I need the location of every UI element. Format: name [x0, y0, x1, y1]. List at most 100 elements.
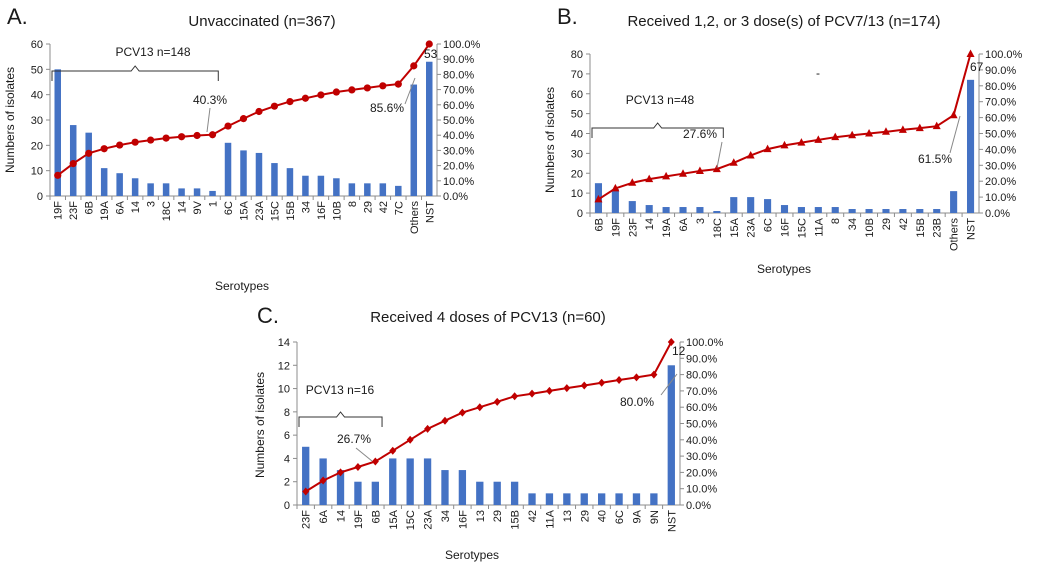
x-tick-label: 34 — [847, 218, 859, 230]
chart-panel-a: A. Unvaccinated (n=367) 0 10 20 30 40 50 60 0.0% 1… — [3, 4, 481, 293]
y2-tick-label: 80.0% — [985, 81, 1016, 93]
bar — [116, 173, 123, 196]
bar — [54, 69, 61, 196]
cumulative-point — [348, 86, 356, 94]
cumulative-point — [441, 416, 449, 425]
y-tick-label: 70 — [571, 69, 583, 81]
cumulative-point — [662, 171, 671, 180]
y-tick-label: 0 — [577, 208, 583, 220]
bar — [650, 493, 658, 505]
x-tick-label: 15C — [269, 201, 281, 221]
x-tick-label: 23F — [68, 201, 80, 220]
cumulative-point — [85, 149, 93, 157]
bar — [441, 470, 449, 505]
cumulative-line — [305, 341, 673, 493]
x-tick-label: 16F — [780, 218, 792, 237]
x-tick-label: 15A — [239, 200, 251, 220]
cumulative-point — [425, 40, 433, 48]
cumulative-point — [476, 403, 484, 412]
cumulative-point — [949, 110, 958, 119]
bar — [348, 183, 356, 196]
cumulative-point — [208, 131, 217, 139]
x-tick-label: 9A — [631, 509, 643, 523]
y2-tick-label: 20.0% — [443, 161, 474, 173]
y2-tick-label: 0.0% — [686, 500, 711, 512]
x-tick-label: 19A — [99, 200, 111, 220]
cumulative-point — [797, 138, 806, 146]
bar — [747, 197, 755, 213]
x-tick-label: 23B — [932, 218, 944, 238]
cumulative-point — [679, 169, 688, 177]
cumulative-pct-callout: 61.5% — [918, 152, 952, 166]
x-tick-label: 10B — [331, 201, 343, 221]
cumulative-pct-callout: 85.6% — [370, 101, 404, 115]
bar — [730, 197, 738, 213]
bar — [966, 79, 975, 214]
x-tick-label: 23A — [254, 200, 266, 220]
y2-tick-label: 0.0% — [443, 191, 468, 203]
bar — [493, 481, 501, 505]
cumulative-point — [371, 457, 379, 466]
stray-mark: - — [816, 66, 820, 80]
x-tick-label: 3 — [146, 201, 158, 207]
y2-tick-label: 0.0% — [985, 208, 1010, 220]
x-tick-label: 9V — [192, 200, 204, 214]
x-tick-label: 23F — [301, 510, 313, 529]
bar — [302, 446, 310, 505]
bar — [333, 178, 340, 196]
y2-tick-label: 40.0% — [686, 435, 717, 447]
bar — [814, 207, 822, 213]
bar — [662, 207, 670, 213]
bar — [406, 458, 414, 505]
y-tick-label: 8 — [284, 407, 290, 419]
x-tick-label: 15C — [796, 218, 808, 238]
cumulative-point — [898, 125, 907, 133]
pcv13-group-bracket — [591, 122, 724, 138]
x-tick-label: 16F — [457, 510, 469, 529]
x-tick-label: 6A — [678, 217, 690, 231]
cumulative-point — [594, 194, 603, 203]
bar — [131, 178, 139, 196]
x-tick-label: 8 — [347, 201, 359, 207]
cumulative-point — [632, 373, 640, 382]
x-tick-label: 6B — [370, 510, 382, 523]
y2-tick-label: 80.0% — [686, 370, 717, 382]
y-tick-label: 0 — [37, 191, 43, 203]
y-axis-title: Numbers of isolates — [543, 87, 557, 193]
bar — [628, 201, 636, 213]
bar — [899, 209, 907, 213]
y-tick-label: 2 — [284, 477, 290, 489]
x-tick-label: 14 — [177, 201, 189, 213]
bar — [426, 61, 433, 196]
chart-title: Unvaccinated (n=367) — [188, 13, 335, 30]
bar — [389, 458, 397, 505]
cumulative-point — [317, 91, 325, 99]
y-axis-title: Numbers of isolates — [253, 372, 267, 478]
cumulative-point — [424, 424, 432, 433]
bar — [224, 142, 232, 196]
bar — [831, 207, 839, 213]
bar — [286, 168, 294, 196]
bar — [379, 183, 387, 196]
bar — [147, 183, 154, 196]
chart-panel-c: C. Received 4 doses of PCV13 (n=60) 0 2 4 6 8 1… — [253, 303, 724, 562]
nst-value-label: 53 — [424, 47, 438, 61]
bar — [364, 183, 371, 196]
x-tick-label: 6C — [763, 218, 775, 232]
x-axis-title: Serotypes — [445, 548, 499, 562]
cumulative-point — [580, 381, 588, 390]
cumulative-point — [695, 166, 704, 175]
x-tick-label: 6B — [593, 218, 605, 231]
x-tick-label: 34 — [300, 201, 312, 213]
x-tick-label: 23F — [627, 218, 639, 237]
bar — [916, 209, 924, 213]
y2-tick-label: 70.0% — [985, 97, 1016, 109]
x-tick-label: 3 — [695, 218, 707, 224]
y2-tick-label: 60.0% — [443, 100, 474, 112]
y2-tick-label: 70.0% — [686, 386, 717, 398]
cumulative-point — [915, 123, 924, 132]
cumulative-point — [319, 476, 327, 485]
pcv13-group-bracket — [51, 65, 219, 81]
x-tick-label: 18C — [161, 201, 173, 221]
x-tick-label: 15B — [510, 510, 522, 530]
